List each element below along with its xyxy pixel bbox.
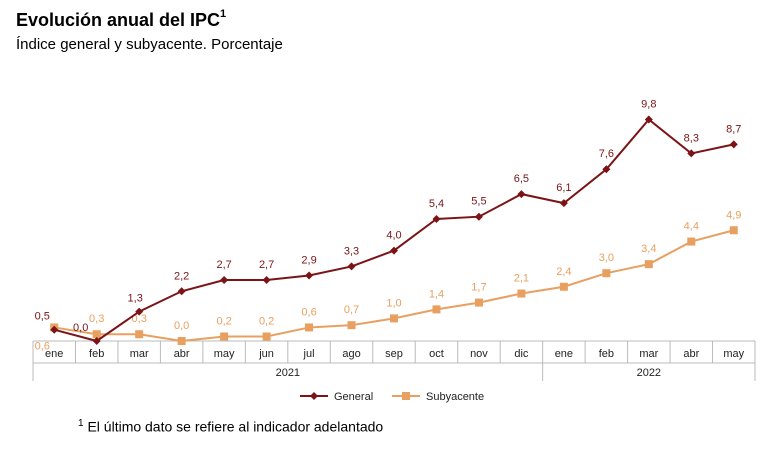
subyacente-point [517, 289, 526, 298]
subyacente-point [687, 237, 696, 246]
chart-subtitle: Índice general y subyacente. Porcentaje [16, 36, 283, 53]
subyacente-data-label: 4,9 [726, 209, 741, 221]
subyacente-point [644, 260, 653, 269]
general-data-label: 2,2 [174, 270, 189, 282]
x-tick-label: nov [470, 348, 488, 360]
subyacente-data-label: 2,1 [514, 273, 529, 285]
footnote-text: El último dato se refiere al indicador a… [87, 418, 384, 435]
x-tick-label: mar [639, 348, 658, 360]
x-tick-label: may [214, 348, 235, 360]
subyacente-point [474, 298, 483, 307]
x-tick-label: abr [683, 348, 699, 360]
general-data-label: 4,0 [386, 230, 401, 242]
subyacente-point [602, 269, 611, 278]
legend-general-label: General [334, 391, 373, 403]
x-tick-label: ene [555, 348, 573, 360]
general-data-label: 1,3 [128, 293, 143, 305]
subyacente-data-label: 1,4 [429, 288, 444, 300]
subyacente-point [559, 282, 568, 291]
subyacente-point [262, 332, 271, 341]
subyacente-point [92, 330, 101, 339]
subyacente-data-label: 0,6 [35, 340, 50, 352]
x-tick-label: jul [303, 348, 315, 360]
general-data-label: 8,3 [684, 132, 699, 144]
general-data-label: 0,0 [73, 322, 88, 334]
x-tick-label: mar [130, 348, 149, 360]
general-point [50, 325, 59, 334]
subyacente-point [390, 314, 398, 323]
general-point [687, 149, 696, 158]
x-tick-label: ene [45, 348, 63, 360]
general-data-label: 2,7 [259, 259, 274, 271]
legend-subyacente-label: Subyacente [426, 391, 484, 403]
general-data-label: 8,7 [726, 123, 741, 135]
general-point [92, 337, 101, 345]
general-data-label: 3,3 [344, 245, 359, 257]
chart-title: Evolución anual del IPC1 [16, 8, 227, 31]
general-data-label: 0,5 [35, 311, 50, 323]
footnote-superscript: 1 [78, 418, 84, 429]
x-group-label: 2022 [637, 367, 661, 379]
x-tick-label: sep [385, 348, 403, 360]
x-tick-label: dic [514, 348, 529, 360]
x-tick-label: oct [429, 348, 444, 360]
general-point [135, 307, 144, 316]
subyacente-point [177, 337, 186, 345]
general-point [305, 271, 314, 280]
subyacente-data-label: 0,6 [301, 306, 316, 318]
general-point [559, 199, 568, 208]
general-point [729, 140, 738, 149]
subyacente-data-label: 0,0 [174, 320, 189, 332]
general-point [177, 287, 186, 296]
general-data-label: 6,5 [514, 173, 529, 185]
general-point [347, 262, 356, 271]
subyacente-data-label: 0,7 [344, 304, 359, 316]
x-tick-label: ago [342, 348, 360, 360]
general-data-label: 7,6 [599, 148, 614, 160]
legend-subyacente-marker [402, 392, 410, 400]
general-data-label: 6,1 [556, 182, 571, 194]
general-point [432, 214, 441, 223]
general-point [474, 212, 483, 221]
general-point [602, 165, 611, 174]
subyacente-point [729, 226, 738, 235]
footnote: 1 El último dato se refiere al indicador… [78, 418, 383, 435]
subyacente-data-label: 2,4 [556, 266, 571, 278]
general-data-label: 2,7 [216, 259, 231, 271]
general-point [390, 246, 398, 255]
x-tick-label: jun [258, 348, 274, 360]
general-data-label: 9,8 [641, 99, 656, 111]
x-tick-label: feb [599, 348, 614, 360]
subyacente-point [432, 305, 441, 314]
general-point [220, 275, 229, 284]
subyacente-point [220, 332, 229, 341]
legend-general-marker [310, 392, 318, 400]
subyacente-data-label: 0,2 [259, 315, 274, 327]
subyacente-point [305, 323, 314, 332]
x-tick-label: abr [174, 348, 190, 360]
subyacente-point [347, 321, 356, 330]
general-data-label: 5,5 [471, 196, 486, 208]
subyacente-data-label: 0,3 [89, 313, 104, 325]
subyacente-data-label: 4,4 [684, 221, 699, 233]
subyacente-data-label: 1,0 [386, 297, 401, 309]
x-tick-label: feb [89, 348, 104, 360]
subyacente-point [135, 330, 144, 339]
x-tick-label: may [723, 348, 744, 360]
subyacente-data-label: 3,4 [641, 243, 656, 255]
general-point [262, 275, 271, 284]
x-group-label: 2021 [276, 367, 300, 379]
subyacente-data-label: 3,0 [599, 252, 614, 264]
chart-title-superscript: 1 [220, 8, 227, 20]
general-data-label: 2,9 [301, 254, 316, 266]
subyacente-data-label: 1,7 [471, 282, 486, 294]
chart-title-text: Evolución anual del IPC [16, 10, 221, 30]
subyacente-data-label: 0,3 [132, 313, 147, 325]
general-data-label: 5,4 [429, 198, 444, 210]
subyacente-data-label: 0,2 [216, 315, 231, 327]
general-point [517, 190, 526, 199]
general-point [644, 115, 653, 124]
